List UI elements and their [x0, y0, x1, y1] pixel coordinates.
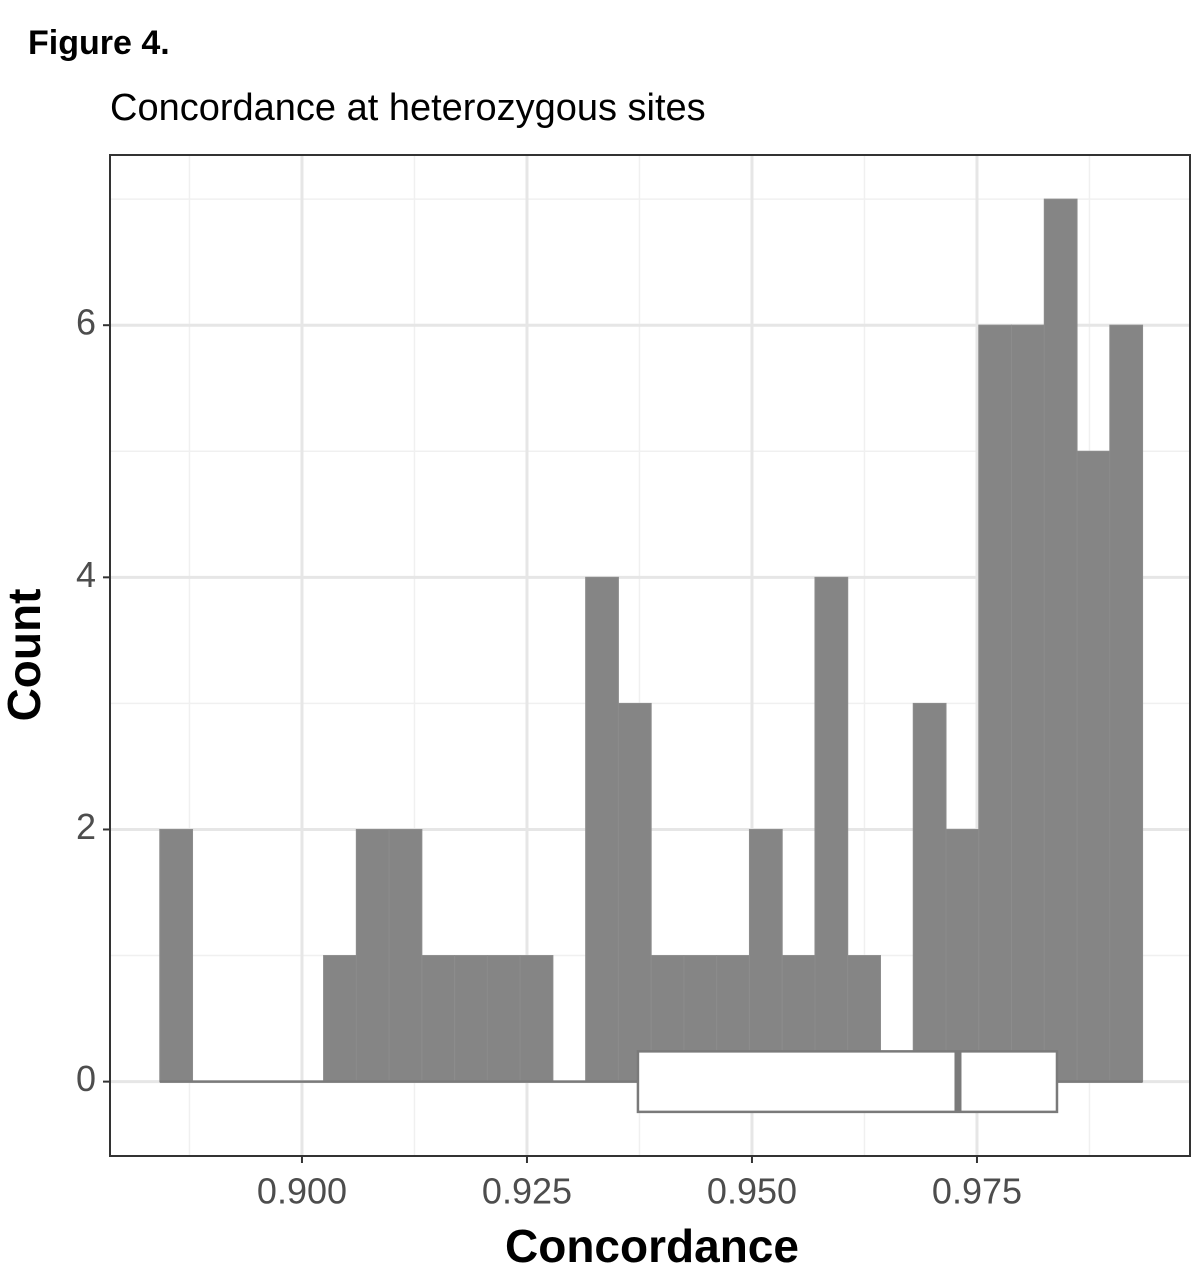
- y-tick-label: 4: [76, 554, 96, 595]
- bar: [1109, 324, 1144, 1083]
- x-axis-title: Concordance: [505, 1220, 799, 1272]
- bar: [1011, 324, 1045, 1083]
- bar: [814, 576, 849, 1083]
- y-tick-label: 0: [76, 1058, 96, 1099]
- bar: [912, 702, 947, 1083]
- bar: [519, 955, 554, 1083]
- x-tick-label: 0.900: [257, 1171, 347, 1212]
- bar: [454, 955, 488, 1083]
- chart-title: Concordance at heterozygous sites: [110, 87, 706, 129]
- bar: [1043, 198, 1078, 1083]
- bar: [388, 828, 423, 1083]
- bar: [748, 828, 783, 1083]
- bar: [486, 955, 521, 1083]
- bar: [945, 828, 980, 1083]
- bar: [1076, 450, 1111, 1083]
- y-axis-title: Count: [0, 589, 50, 722]
- figure-label: Figure 4.: [28, 24, 170, 62]
- x-tick-label: 0.975: [932, 1171, 1022, 1212]
- bar: [323, 955, 357, 1083]
- x-tick-label: 0.950: [707, 1171, 797, 1212]
- bar: [978, 324, 1013, 1083]
- bar: [617, 702, 652, 1083]
- box: [636, 1050, 1059, 1114]
- bar: [585, 576, 619, 1083]
- x-tick-label: 0.925: [482, 1171, 572, 1212]
- plot-border: [109, 154, 1191, 1157]
- bar: [355, 828, 390, 1083]
- bar: [159, 828, 194, 1083]
- y-tick-label: 2: [76, 806, 96, 847]
- y-tick-label: 6: [76, 302, 96, 343]
- bar: [421, 955, 456, 1083]
